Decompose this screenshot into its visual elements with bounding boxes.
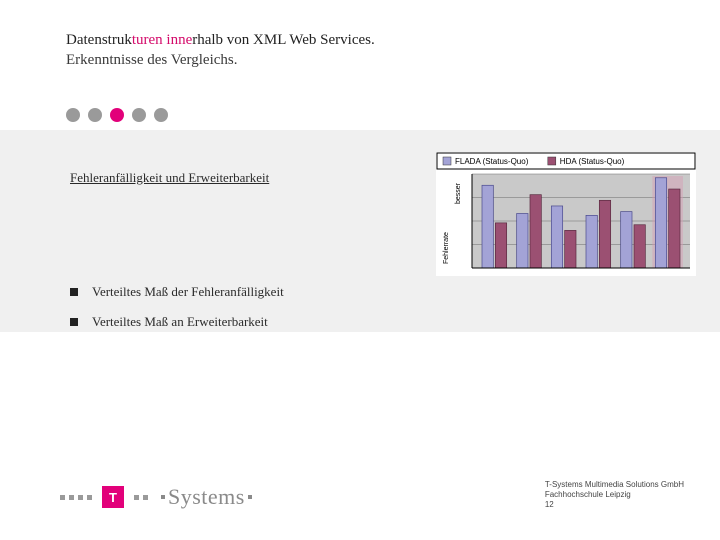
slide: Datenstrukturen innerhalb von XML Web Se… (0, 0, 720, 540)
slide-title: Datenstrukturen innerhalb von XML Web Se… (66, 30, 375, 50)
bullet-list: Verteiltes Maß der Fehleranfälligkeit Ver… (70, 284, 284, 344)
progress-dot (132, 108, 146, 122)
logo: T Systems (60, 484, 255, 510)
logo-dots-left (60, 495, 92, 500)
section-label: Fehleranfälligkeit und Erweiterbarkeit (70, 170, 269, 186)
logo-dot-icon (78, 495, 83, 500)
bullet-square-icon (70, 318, 78, 326)
bullet-text: Verteiltes Maß an Erweiterbarkeit (92, 314, 268, 330)
progress-dot (88, 108, 102, 122)
progress-dot (154, 108, 168, 122)
logo-dot-icon (143, 495, 148, 500)
logo-sep-dot-icon (161, 495, 165, 499)
footer-page: 12 (545, 500, 684, 510)
bullet-item: Verteiltes Maß der Fehleranfälligkeit (70, 284, 284, 300)
logo-dot-icon (134, 495, 139, 500)
svg-text:Fehlerrate: Fehlerrate (443, 232, 450, 264)
chart-container: FLADA (Status-Quo) HDA (Status-Quo) Fehler… (436, 152, 696, 276)
footer-school: Fachhochschule Leipzig (545, 490, 684, 500)
title-accent: turen inne (132, 32, 192, 48)
logo-dot-icon (69, 495, 74, 500)
title-post: rhalb von XML Web Services. (192, 32, 375, 48)
slide-subtitle: Erkenntnisse des Vergleichs. (66, 52, 375, 69)
footer-company: T-Systems Multimedia Solutions GmbH (545, 480, 684, 490)
bullet-square-icon (70, 288, 78, 296)
progress-dots (66, 108, 168, 122)
logo-t-letter: T (109, 490, 117, 505)
progress-dot (66, 108, 80, 122)
svg-text:FLADA (Status-Quo): FLADA (Status-Quo) (455, 157, 529, 166)
progress-dot (110, 108, 124, 122)
logo-sep-dot-icon (248, 495, 252, 499)
bullet-text: Verteiltes Maß der Fehleranfälligkeit (92, 284, 284, 300)
logo-word: Systems (158, 484, 255, 510)
bullet-item: Verteiltes Maß an Erweiterbarkeit (70, 314, 284, 330)
footer: T-Systems Multimedia Solutions GmbH Fach… (545, 480, 684, 510)
logo-dot-icon (87, 495, 92, 500)
title-pre: Datenstruk (66, 32, 132, 48)
svg-text:HDA (Status-Quo): HDA (Status-Quo) (560, 157, 625, 166)
header: Datenstrukturen innerhalb von XML Web Se… (66, 30, 375, 69)
logo-t-box: T (102, 486, 124, 508)
logo-dot-icon (60, 495, 65, 500)
bar-chart: FLADA (Status-Quo) HDA (Status-Quo) Fehler… (436, 152, 696, 276)
svg-text:besser: besser (455, 182, 462, 204)
logo-dots-mid (134, 495, 148, 500)
logo-text: Systems (168, 484, 245, 510)
